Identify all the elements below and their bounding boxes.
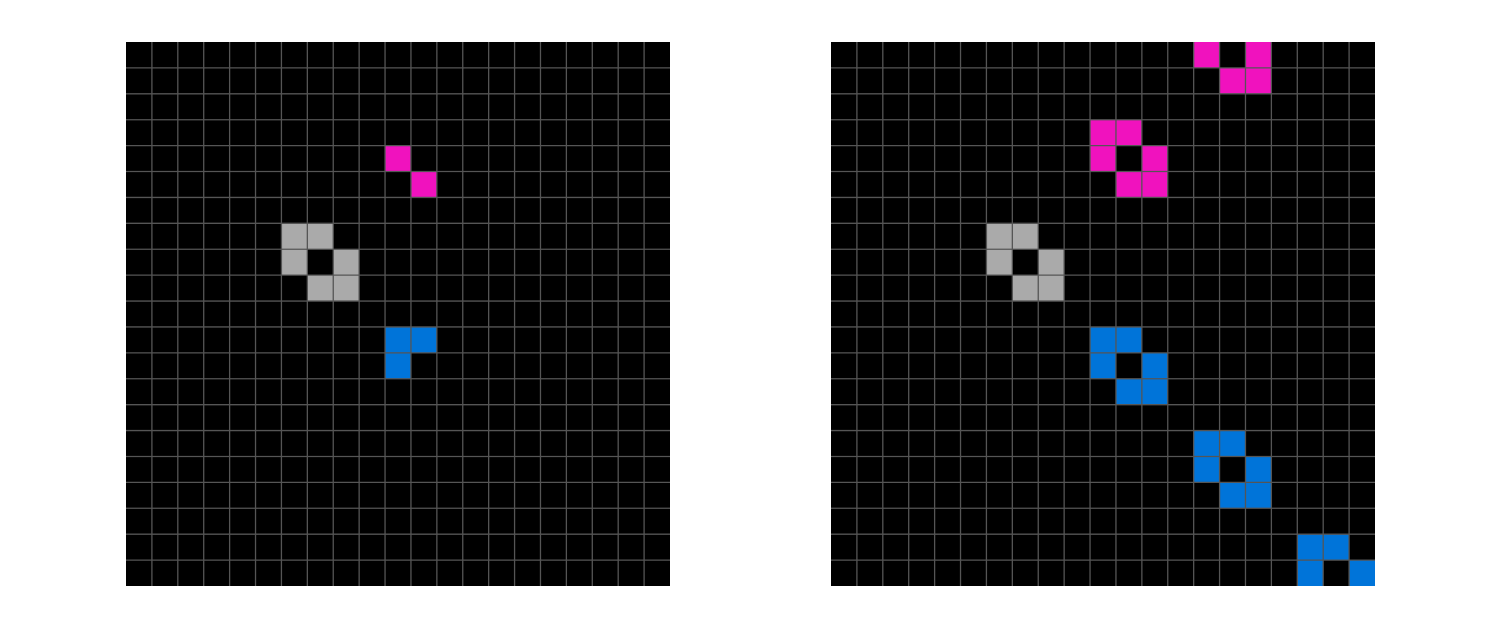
cell-gray	[1038, 249, 1065, 276]
cell-blue	[1090, 352, 1116, 379]
grid-background	[126, 42, 670, 586]
cell-blue	[1193, 456, 1220, 483]
cell-gray	[1038, 275, 1065, 302]
cell-blue	[1297, 534, 1324, 561]
cell-blue	[1141, 378, 1168, 405]
cell-blue	[1323, 534, 1350, 561]
cell-blue	[1297, 560, 1324, 586]
cell-gray	[986, 223, 1013, 250]
cell-magenta	[1245, 67, 1272, 94]
cell-blue	[410, 326, 437, 353]
cell-blue	[1219, 430, 1246, 457]
cell-magenta	[1115, 171, 1142, 198]
cell-blue	[1219, 482, 1246, 509]
cell-magenta	[1219, 67, 1246, 94]
cell-gray	[307, 223, 334, 250]
cell-magenta	[1141, 171, 1168, 198]
cell-gray	[333, 275, 360, 302]
cell-magenta	[410, 171, 437, 198]
cell-magenta	[1245, 42, 1272, 68]
cell-blue	[385, 326, 411, 353]
cell-blue	[1115, 378, 1142, 405]
cell-magenta	[1141, 145, 1168, 172]
cell-blue	[1245, 482, 1272, 509]
cell-blue	[1349, 560, 1375, 586]
cell-blue	[1090, 326, 1116, 353]
cell-gray	[1012, 223, 1039, 250]
input-grid	[126, 42, 670, 586]
cell-gray	[333, 249, 360, 276]
cell-blue	[1115, 326, 1142, 353]
cell-gray	[1012, 275, 1039, 302]
cell-gray	[281, 249, 308, 276]
cell-gray	[281, 223, 308, 250]
cell-blue	[1193, 430, 1220, 457]
cell-blue	[385, 352, 411, 379]
cell-magenta	[385, 145, 411, 172]
cell-gray	[986, 249, 1013, 276]
cell-blue	[1141, 352, 1168, 379]
cell-magenta	[1090, 145, 1116, 172]
cell-magenta	[1090, 119, 1116, 146]
cell-magenta	[1115, 119, 1142, 146]
cell-gray	[307, 275, 334, 302]
cell-magenta	[1193, 42, 1220, 68]
cell-blue	[1245, 456, 1272, 483]
output-grid	[831, 42, 1375, 586]
